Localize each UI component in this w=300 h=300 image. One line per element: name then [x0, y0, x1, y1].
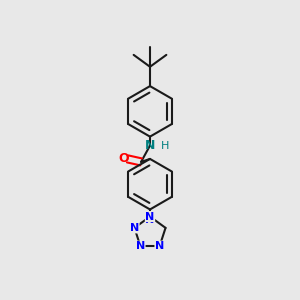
- Text: N: N: [146, 215, 154, 225]
- Text: O: O: [118, 152, 129, 165]
- Text: N: N: [130, 223, 139, 233]
- Text: N: N: [146, 212, 154, 222]
- Text: H: H: [161, 140, 169, 151]
- Text: N: N: [136, 241, 145, 251]
- Text: N: N: [155, 241, 164, 251]
- Text: N: N: [145, 139, 155, 152]
